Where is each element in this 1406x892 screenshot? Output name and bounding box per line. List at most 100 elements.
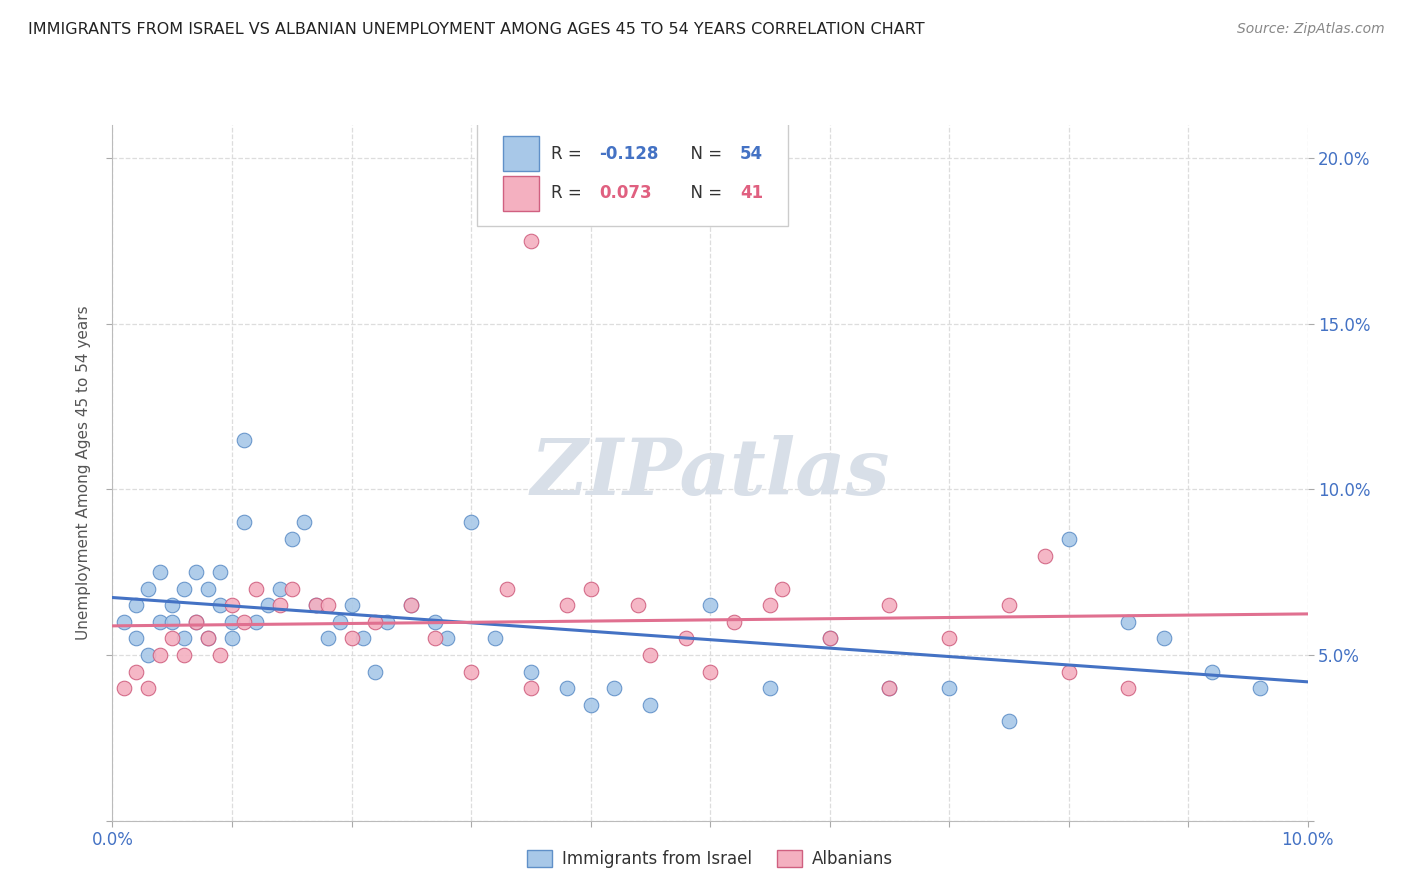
Point bbox=[173, 648, 195, 662]
Point bbox=[1057, 665, 1080, 679]
Point bbox=[364, 665, 387, 679]
Text: N =: N = bbox=[681, 185, 727, 202]
Point bbox=[938, 632, 960, 646]
Point bbox=[328, 615, 352, 629]
Point bbox=[938, 681, 960, 695]
Point bbox=[1033, 549, 1056, 563]
Point bbox=[186, 615, 208, 629]
Point bbox=[208, 565, 231, 579]
Point bbox=[269, 599, 291, 613]
Point bbox=[770, 582, 793, 596]
Point bbox=[221, 615, 243, 629]
Point bbox=[232, 516, 256, 530]
Point bbox=[1249, 681, 1271, 695]
Text: 0.073: 0.073 bbox=[599, 185, 651, 202]
Point bbox=[208, 599, 231, 613]
Point bbox=[245, 582, 267, 596]
Point bbox=[460, 516, 482, 530]
Point bbox=[269, 582, 291, 596]
Text: R =: R = bbox=[551, 185, 588, 202]
Text: 54: 54 bbox=[740, 145, 763, 162]
Point bbox=[520, 665, 543, 679]
Point bbox=[173, 632, 195, 646]
Point bbox=[579, 582, 602, 596]
Point bbox=[114, 681, 135, 695]
Point bbox=[1118, 615, 1140, 629]
Y-axis label: Unemployment Among Ages 45 to 54 years: Unemployment Among Ages 45 to 54 years bbox=[76, 305, 91, 640]
Point bbox=[603, 681, 626, 695]
Point bbox=[281, 582, 304, 596]
Point bbox=[245, 615, 267, 629]
Point bbox=[125, 599, 148, 613]
Point bbox=[162, 599, 183, 613]
Point bbox=[173, 582, 195, 596]
Point bbox=[425, 615, 447, 629]
Point bbox=[401, 599, 423, 613]
Point bbox=[162, 632, 183, 646]
Point bbox=[627, 599, 650, 613]
Point bbox=[520, 681, 543, 695]
Point bbox=[877, 599, 901, 613]
Point bbox=[520, 234, 543, 248]
Point bbox=[555, 681, 578, 695]
Point bbox=[496, 582, 519, 596]
Point bbox=[340, 599, 363, 613]
Point bbox=[1057, 532, 1080, 546]
FancyBboxPatch shape bbox=[477, 121, 787, 226]
Point bbox=[292, 516, 315, 530]
Point bbox=[638, 648, 662, 662]
Point bbox=[460, 665, 482, 679]
Point bbox=[138, 681, 160, 695]
Point bbox=[675, 632, 697, 646]
Point bbox=[125, 665, 148, 679]
Point bbox=[352, 632, 374, 646]
Text: Source: ZipAtlas.com: Source: ZipAtlas.com bbox=[1237, 22, 1385, 37]
Point bbox=[818, 632, 841, 646]
Point bbox=[186, 565, 208, 579]
Point bbox=[149, 565, 172, 579]
Point bbox=[699, 665, 721, 679]
Point bbox=[484, 632, 506, 646]
Point bbox=[149, 615, 172, 629]
Point bbox=[436, 632, 458, 646]
Point bbox=[186, 615, 208, 629]
Legend: Immigrants from Israel, Albanians: Immigrants from Israel, Albanians bbox=[520, 844, 900, 875]
Point bbox=[425, 632, 447, 646]
Point bbox=[257, 599, 280, 613]
Point bbox=[316, 599, 339, 613]
Point bbox=[304, 599, 326, 613]
Point bbox=[340, 632, 363, 646]
Point bbox=[1153, 632, 1175, 646]
Point bbox=[998, 714, 1021, 729]
Point bbox=[114, 615, 135, 629]
Point bbox=[221, 632, 243, 646]
Point bbox=[377, 615, 399, 629]
Bar bbox=[503, 136, 538, 171]
Point bbox=[149, 648, 172, 662]
Point bbox=[998, 599, 1021, 613]
Bar bbox=[503, 176, 538, 211]
Point bbox=[138, 582, 160, 596]
Point bbox=[401, 599, 423, 613]
Point bbox=[197, 632, 219, 646]
Text: N =: N = bbox=[681, 145, 727, 162]
Point bbox=[232, 433, 256, 447]
Text: 41: 41 bbox=[740, 185, 763, 202]
Text: IMMIGRANTS FROM ISRAEL VS ALBANIAN UNEMPLOYMENT AMONG AGES 45 TO 54 YEARS CORREL: IMMIGRANTS FROM ISRAEL VS ALBANIAN UNEMP… bbox=[28, 22, 925, 37]
Point bbox=[818, 632, 841, 646]
Point bbox=[138, 648, 160, 662]
Text: -0.128: -0.128 bbox=[599, 145, 658, 162]
Point bbox=[162, 615, 183, 629]
Text: ZIPatlas: ZIPatlas bbox=[530, 434, 890, 511]
Point bbox=[208, 648, 231, 662]
Point bbox=[197, 632, 219, 646]
Point bbox=[759, 599, 782, 613]
Point bbox=[699, 599, 721, 613]
Point bbox=[1118, 681, 1140, 695]
Point bbox=[221, 599, 243, 613]
Point bbox=[364, 615, 387, 629]
Point bbox=[555, 599, 578, 613]
Point bbox=[125, 632, 148, 646]
Point bbox=[638, 698, 662, 712]
Point bbox=[232, 615, 256, 629]
